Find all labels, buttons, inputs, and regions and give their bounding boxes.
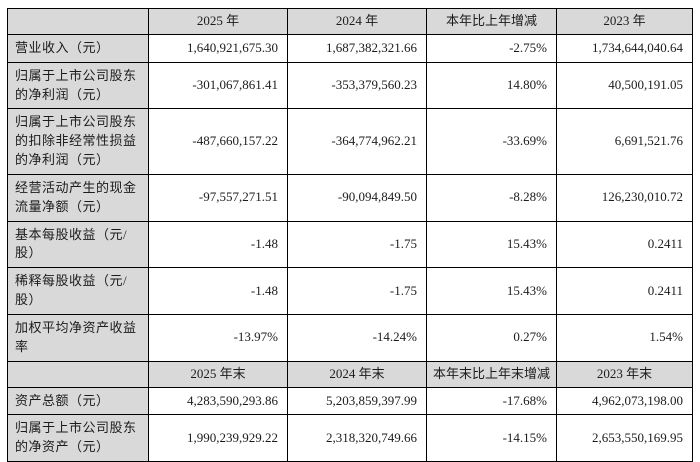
financial-summary-table: 2025 年 2024 年 本年比上年增减 2023 年 营业收入（元） 1,6… [7, 8, 693, 462]
period-header-row: 2025 年 2024 年 本年比上年增减 2023 年 [7, 8, 693, 35]
value-cell: 4,283,590,293.86 [148, 386, 288, 416]
value-cell: 1.54% [556, 313, 693, 362]
col-header-2023-end: 2023 年末 [556, 360, 693, 388]
col-header-2025: 2025 年 [148, 8, 288, 35]
financial-summary: 2025 年 2024 年 本年比上年增减 2023 年 营业收入（元） 1,6… [7, 8, 693, 462]
value-cell: -1.48 [148, 267, 288, 315]
table-row-net-profit-excl-nonrecurring: 归属于上市公司股东的扣除非经常性损益的净利润（元） -487,660,157.2… [7, 108, 693, 175]
value-cell: -2.75% [426, 33, 557, 63]
row-label: 营业收入（元） [7, 33, 149, 63]
value-cell: -1.48 [148, 220, 288, 269]
row-label: 基本每股收益（元/股） [7, 220, 149, 269]
row-label: 经营活动产生的现金流量净额（元） [7, 173, 149, 222]
value-cell: 0.2411 [556, 267, 693, 315]
value-cell: -364,774,962.21 [287, 108, 427, 175]
row-label: 稀释每股收益（元/股） [7, 267, 149, 315]
value-cell: 6,691,521.76 [556, 108, 693, 175]
value-cell: -1.75 [287, 267, 427, 315]
table-row-total-assets: 资产总额（元） 4,283,590,293.86 5,203,859,397.9… [7, 386, 693, 416]
corner-cell [7, 360, 149, 388]
value-cell: 2,653,550,169.95 [556, 414, 693, 462]
value-cell: -1.75 [287, 220, 427, 269]
value-cell: -13.97% [148, 313, 288, 362]
value-cell: -33.69% [426, 108, 557, 175]
value-cell: -17.68% [426, 386, 557, 416]
table-row-net-profit: 归属于上市公司股东的净利润（元） -301,067,861.41 -353,37… [7, 61, 693, 110]
value-cell: -487,660,157.22 [148, 108, 288, 175]
value-cell: 126,230,010.72 [556, 173, 693, 222]
value-cell: 1,687,382,321.66 [287, 33, 427, 63]
table-row-revenue: 营业收入（元） 1,640,921,675.30 1,687,382,321.6… [7, 33, 693, 63]
value-cell: 14.80% [426, 61, 557, 110]
row-label: 归属于上市公司股东的净利润（元） [7, 61, 149, 110]
value-cell: 40,500,191.05 [556, 61, 693, 110]
value-cell: -301,067,861.41 [148, 61, 288, 110]
value-cell: -14.24% [287, 313, 427, 362]
value-cell: -90,094,849.50 [287, 173, 427, 222]
value-cell: -353,379,560.23 [287, 61, 427, 110]
table-row-operating-cash-flow: 经营活动产生的现金流量净额（元） -97,557,271.51 -90,094,… [7, 173, 693, 222]
value-cell: -8.28% [426, 173, 557, 222]
value-cell: 5,203,859,397.99 [287, 386, 427, 416]
value-cell: -97,557,271.51 [148, 173, 288, 222]
value-cell: 4,962,073,198.00 [556, 386, 693, 416]
col-header-end-change: 本年末比上年末增减 [426, 360, 557, 388]
col-header-yoy-change: 本年比上年增减 [426, 8, 557, 35]
row-label: 归属于上市公司股东的净资产（元） [7, 414, 149, 462]
value-cell: -14.15% [426, 414, 557, 462]
row-label: 资产总额（元） [7, 386, 149, 416]
value-cell: 0.27% [426, 313, 557, 362]
col-header-2025-end: 2025 年末 [148, 360, 288, 388]
table-row-diluted-eps: 稀释每股收益（元/股） -1.48 -1.75 15.43% 0.2411 [7, 267, 693, 315]
table-row-basic-eps: 基本每股收益（元/股） -1.48 -1.75 15.43% 0.2411 [7, 220, 693, 269]
col-header-2024-end: 2024 年末 [287, 360, 427, 388]
row-label: 归属于上市公司股东的扣除非经常性损益的净利润（元） [7, 108, 149, 175]
table-row-net-assets: 归属于上市公司股东的净资产（元） 1,990,239,929.22 2,318,… [7, 414, 693, 462]
table-row-weighted-avg-roe: 加权平均净资产收益率 -13.97% -14.24% 0.27% 1.54% [7, 313, 693, 362]
value-cell: 1,640,921,675.30 [148, 33, 288, 63]
value-cell: 15.43% [426, 220, 557, 269]
value-cell: 0.2411 [556, 220, 693, 269]
period-end-header-row: 2025 年末 2024 年末 本年末比上年末增减 2023 年末 [7, 360, 693, 388]
col-header-2023: 2023 年 [556, 8, 693, 35]
row-label: 加权平均净资产收益率 [7, 313, 149, 362]
value-cell: 2,318,320,749.66 [287, 414, 427, 462]
value-cell: 15.43% [426, 267, 557, 315]
value-cell: 1,734,644,040.64 [556, 33, 693, 63]
corner-cell [7, 8, 149, 35]
value-cell: 1,990,239,929.22 [148, 414, 288, 462]
col-header-2024: 2024 年 [287, 8, 427, 35]
